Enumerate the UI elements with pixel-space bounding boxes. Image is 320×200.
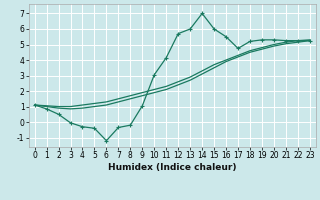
X-axis label: Humidex (Indice chaleur): Humidex (Indice chaleur) bbox=[108, 163, 236, 172]
